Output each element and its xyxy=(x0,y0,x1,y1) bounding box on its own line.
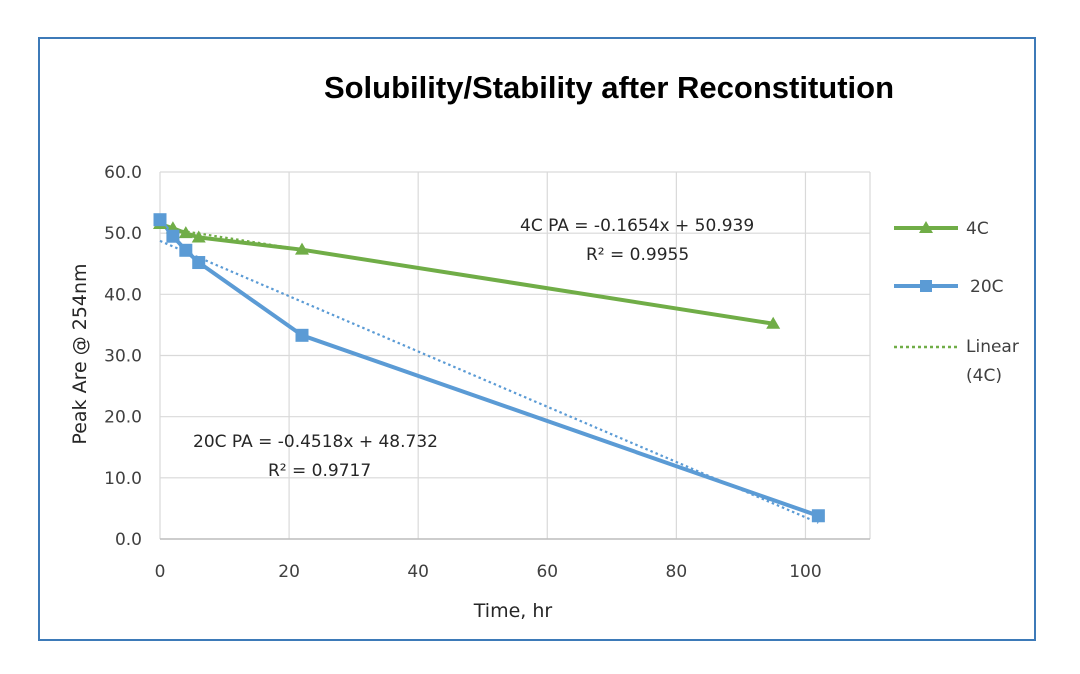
equation-4c: 4C PA = -0.1654x + 50.939 xyxy=(520,216,754,236)
legend-square-icon xyxy=(920,280,932,292)
y-tick-label: 0.0 xyxy=(115,530,142,550)
y-tick-label: 50.0 xyxy=(104,224,142,244)
x-tick-label: 100 xyxy=(789,562,821,582)
data-point-triangle xyxy=(766,316,781,329)
r-squared-20c: R² = 0.9717 xyxy=(268,461,371,481)
r-squared-4c: R² = 0.9955 xyxy=(586,245,689,265)
x-tick-label: 60 xyxy=(536,562,558,582)
trendline xyxy=(159,239,819,524)
y-tick-label: 30.0 xyxy=(104,347,142,367)
equation-20c: 20C PA = -0.4518x + 48.732 xyxy=(193,432,438,452)
series-line xyxy=(159,222,774,326)
legend-label-linear-4c-line1: Linear xyxy=(966,337,1019,357)
x-axis-ticks: 0 20 40 60 80 100 xyxy=(155,562,822,582)
chart-title: Solubility/Stability after Reconstitutio… xyxy=(324,70,894,105)
gridlines xyxy=(159,171,871,540)
data-point-square xyxy=(295,328,309,342)
x-tick-label: 20 xyxy=(278,562,300,582)
data-point-square xyxy=(179,243,193,257)
data-point-triangle xyxy=(295,242,309,255)
legend-label-linear-4c-line2: (4C) xyxy=(966,366,1002,386)
data-point-triangle xyxy=(191,230,206,243)
y-tick-label: 40.0 xyxy=(104,285,142,305)
series-markers xyxy=(153,213,825,523)
y-tick-label: 20.0 xyxy=(104,408,142,428)
data-point-square xyxy=(166,229,180,243)
y-tick-label: 60.0 xyxy=(104,163,142,183)
data-point-square xyxy=(153,213,167,227)
trendlines xyxy=(159,226,819,524)
y-axis-title: Peak Are @ 254nm xyxy=(69,263,91,444)
x-axis-title: Time, hr xyxy=(473,600,553,622)
data-point-square xyxy=(192,256,206,270)
legend-label-4c: 4C xyxy=(966,219,989,239)
legend: 4C 20C Linear (4C) xyxy=(894,219,1019,386)
x-tick-label: 40 xyxy=(407,562,429,582)
y-tick-label: 10.0 xyxy=(104,469,142,489)
data-point-triangle xyxy=(178,226,193,239)
x-tick-label: 0 xyxy=(155,562,166,582)
chart-frame: Solubility/Stability after Reconstitutio… xyxy=(38,37,1036,641)
legend-label-20c: 20C xyxy=(970,277,1004,297)
series-lines xyxy=(158,218,820,518)
legend-item-4c: 4C xyxy=(894,219,989,239)
data-point-square xyxy=(811,509,825,523)
legend-triangle-icon xyxy=(919,221,933,233)
legend-item-20c: 20C xyxy=(894,277,1004,297)
y-axis-ticks: 0.0 10.0 20.0 30.0 40.0 50.0 60.0 xyxy=(104,163,142,550)
legend-item-linear-4c: Linear (4C) xyxy=(894,337,1019,386)
x-tick-label: 80 xyxy=(666,562,688,582)
chart: Solubility/Stability after Reconstitutio… xyxy=(69,70,1019,622)
series-line xyxy=(158,218,820,518)
